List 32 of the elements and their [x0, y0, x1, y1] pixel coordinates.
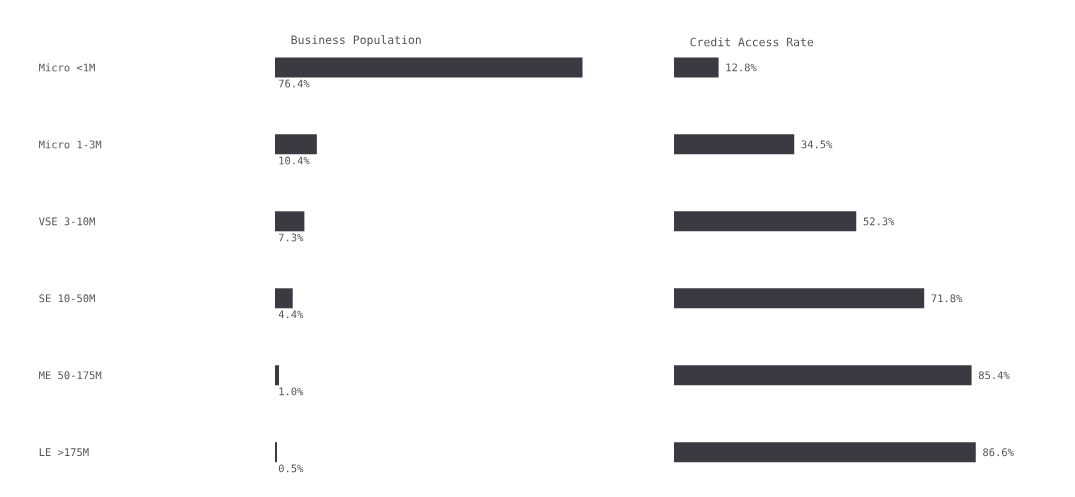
- data-label: 4.4%: [278, 310, 304, 319]
- y-tick-label: VSE 3-10M: [38, 217, 95, 226]
- y-tick-label: SE 10-50M: [39, 294, 95, 303]
- data-label: 1.0%: [279, 387, 304, 396]
- data-label: 71.8%: [931, 294, 963, 303]
- bar: [674, 211, 857, 232]
- bar: [275, 211, 305, 232]
- y-tick-label: LE >175M: [39, 448, 89, 457]
- bar: [674, 57, 719, 78]
- bar: [674, 134, 795, 155]
- bar: [674, 442, 976, 463]
- data-label: 34.5%: [801, 140, 833, 149]
- bar: [674, 365, 972, 386]
- data-label: 7.3%: [278, 233, 304, 242]
- bar: [275, 442, 278, 463]
- data-label: 12.8%: [726, 63, 757, 72]
- text: Business Population: [291, 35, 421, 47]
- data-label: 85.4%: [978, 371, 1010, 380]
- y-tick-label: ME 50-175M: [39, 371, 102, 380]
- text: Credit Access Rate: [690, 37, 814, 47]
- bar: [275, 365, 280, 386]
- bar: [275, 134, 317, 155]
- data-label: 10.4%: [279, 156, 310, 165]
- y-tick-label: Micro <1M: [39, 63, 95, 72]
- bar: [674, 288, 925, 309]
- data-label: 52.3%: [863, 217, 895, 226]
- bar: [275, 288, 293, 309]
- y-tick-label: Micro 1-3M: [39, 140, 102, 149]
- data-label: 76.4%: [278, 79, 310, 88]
- data-label: 86.6%: [983, 448, 1014, 457]
- data-label: 0.5%: [278, 464, 304, 473]
- bar: [275, 57, 583, 78]
